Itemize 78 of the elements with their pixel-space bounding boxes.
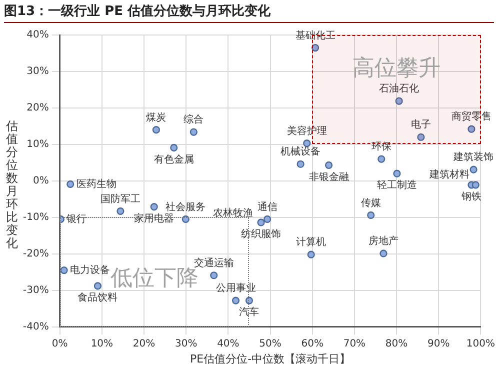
x-tick-label: 60% (301, 338, 324, 350)
point (60, 266, 68, 274)
chart-title: 图13：一级行业 PE 估值分位数与月环比变化 (4, 2, 494, 23)
point (307, 250, 315, 258)
point (468, 125, 476, 133)
x-tick-label: 50% (259, 338, 282, 350)
point (417, 133, 425, 141)
y-tick-label: 20% (26, 102, 49, 114)
point (312, 44, 320, 52)
annotation: 公用事业 (216, 282, 256, 294)
annotation: 食品饮料 (78, 292, 118, 304)
annotation: 汽车 (239, 306, 260, 318)
point (367, 211, 375, 219)
annotation: 社会服务 (166, 200, 206, 213)
annotation: 钢铁 (460, 190, 482, 203)
point (232, 296, 240, 304)
point (94, 282, 102, 290)
annotation: 美容护理 (286, 124, 327, 137)
annotation: 综合 (184, 114, 204, 126)
y-tick-label: -40% (22, 321, 49, 332)
point (393, 170, 401, 178)
x-tick-label: 80% (385, 338, 408, 350)
point (296, 160, 304, 168)
x-tick-label: 10% (90, 338, 114, 350)
x-tick-label: 70% (343, 338, 366, 350)
annotation: 建筑装饰 (452, 151, 494, 164)
x-tick-label: 90% (428, 338, 450, 350)
annotation: 机械设备 (280, 146, 321, 158)
point (395, 97, 403, 105)
y-tick-label: 0% (32, 175, 49, 186)
y-tick-label: -30% (22, 284, 49, 296)
annotation: 房地产 (368, 235, 398, 248)
point (472, 181, 480, 189)
annotation: 纺织服饰 (241, 228, 282, 240)
x-tick-label: 20% (132, 338, 156, 350)
point (190, 128, 198, 136)
x-axis-title: PE估值分位-中位数【滚动千日】 (190, 352, 351, 366)
point (245, 296, 254, 304)
annotation: 医药生物 (76, 178, 116, 190)
annotation: 商贸零售 (451, 110, 492, 123)
annotation: 农林牧渔 (212, 207, 253, 220)
point (152, 126, 160, 134)
y-tick-label: -20% (22, 248, 49, 260)
x-tick-label: 40% (217, 338, 240, 350)
point (170, 144, 178, 152)
y-tick-label: -10% (22, 212, 49, 223)
annotation: 石油石化 (379, 82, 420, 95)
point (150, 203, 158, 211)
annotation: 计算机 (296, 236, 326, 248)
point (182, 215, 190, 223)
annotation: 非银金融 (308, 170, 349, 183)
x-tick-label: 100% (466, 338, 495, 350)
annotation: 轻工制造 (376, 179, 417, 192)
point (470, 166, 478, 174)
point (378, 155, 386, 163)
annotation: 有色金属 (154, 153, 194, 166)
y-tick-label: 30% (26, 66, 49, 78)
annotation: 传媒 (360, 198, 381, 209)
x-tick-label: 0% (52, 338, 68, 350)
annotation: 电子 (410, 118, 431, 131)
point (264, 215, 272, 223)
y-tick-label: 40% (26, 30, 49, 41)
annotation: 通信 (257, 200, 278, 213)
point (116, 207, 124, 215)
annotation: 国防军工 (100, 192, 140, 205)
point (380, 250, 388, 258)
x-tick-label: 30% (174, 338, 198, 350)
point (324, 161, 333, 170)
point (257, 218, 265, 226)
text: 估值分位数月环比变化 (6, 119, 18, 250)
annotation: 交通运输 (194, 256, 234, 269)
point (210, 272, 218, 280)
point (66, 180, 74, 188)
annotation: 建筑材料 (428, 168, 470, 181)
y-tick-label: 10% (26, 139, 49, 150)
annotation: 煤炭 (146, 111, 166, 124)
annotation: 高位攀升 (352, 54, 441, 83)
annotation: 电力设备 (70, 264, 110, 276)
